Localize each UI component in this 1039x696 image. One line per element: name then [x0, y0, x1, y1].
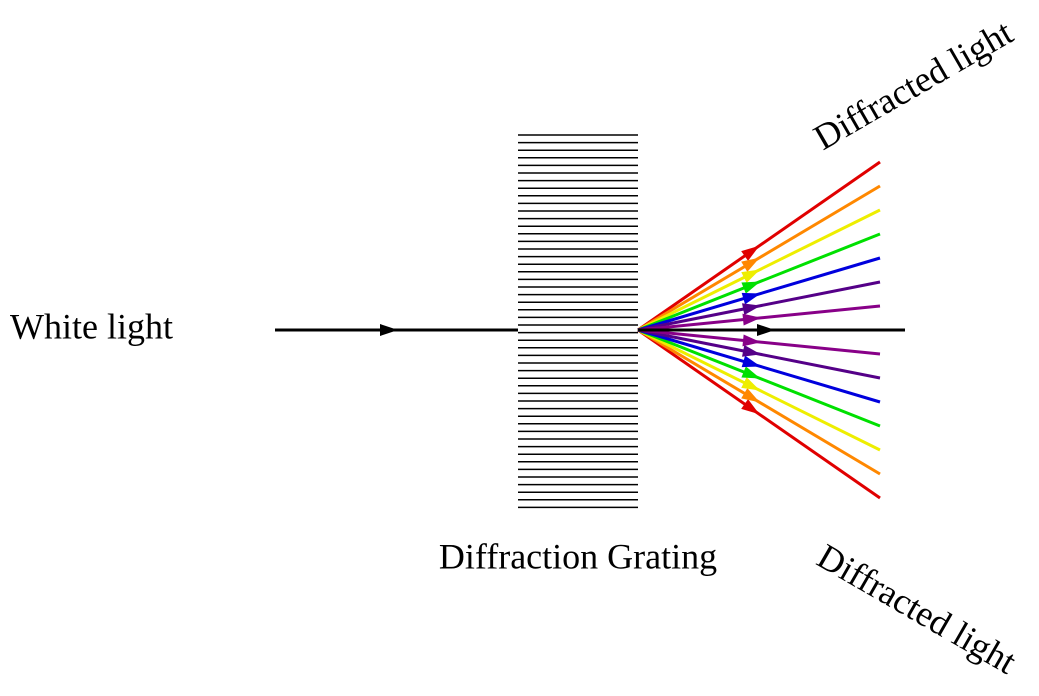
arrowhead: [380, 324, 398, 336]
diffracted-label: Diffracted light: [807, 12, 1019, 158]
incoming-label: White light: [10, 306, 173, 346]
grating-label: Diffraction Grating: [439, 536, 717, 576]
diffracted-label: Diffracted light: [811, 536, 1023, 682]
grating: [518, 135, 638, 507]
diagram: White light Diffraction Grating Diffract…: [0, 0, 1039, 696]
arrowhead: [757, 324, 775, 336]
